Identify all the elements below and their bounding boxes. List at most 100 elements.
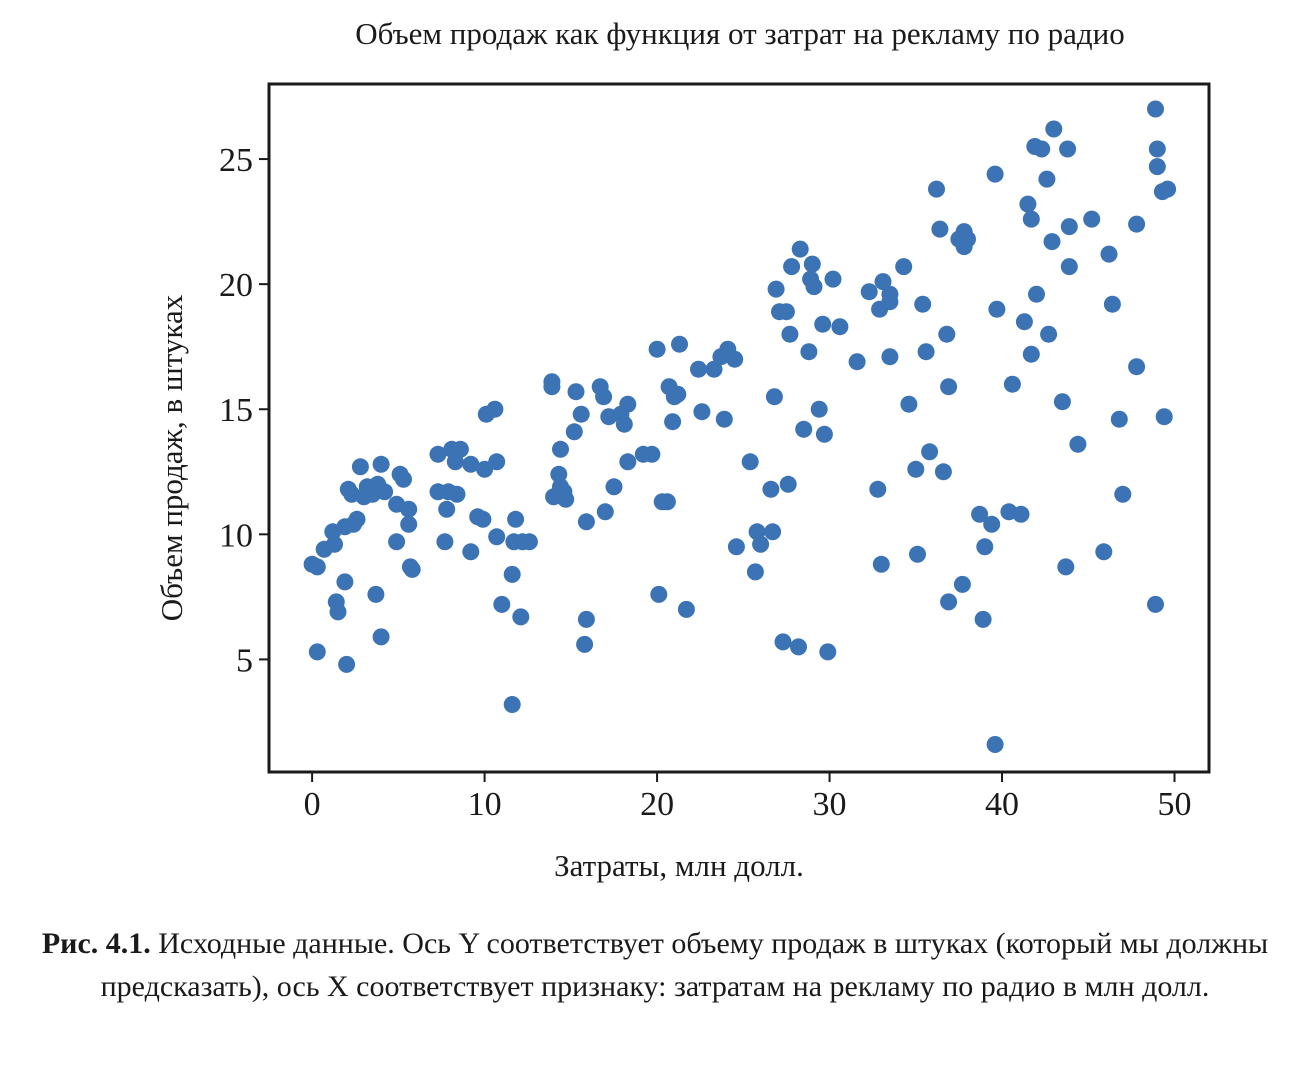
- data-point: [986, 736, 1004, 753]
- data-point: [348, 510, 366, 528]
- data-point: [983, 515, 1001, 533]
- data-point: [1148, 140, 1166, 158]
- data-point: [605, 478, 623, 496]
- data-point: [917, 343, 935, 361]
- data-point: [565, 423, 583, 441]
- data-point: [550, 465, 568, 483]
- data-point: [400, 515, 418, 533]
- data-point: [388, 533, 406, 551]
- data-point: [576, 635, 594, 653]
- data-point: [462, 455, 480, 473]
- data-point: [403, 560, 421, 578]
- caption-label: Рис. 4.1.: [41, 927, 151, 960]
- data-point: [872, 555, 890, 573]
- data-point: [783, 258, 801, 276]
- data-point: [715, 410, 733, 428]
- data-point: [895, 258, 913, 276]
- data-point: [1128, 215, 1146, 233]
- data-point: [741, 453, 759, 471]
- data-point: [938, 325, 956, 343]
- data-point: [1059, 140, 1077, 158]
- x-tick-label: 50: [1158, 786, 1192, 823]
- data-point: [746, 563, 764, 581]
- data-point: [448, 485, 466, 503]
- data-point: [648, 340, 666, 358]
- data-point: [791, 240, 809, 258]
- data-point: [462, 543, 480, 561]
- data-point: [764, 523, 782, 541]
- data-point: [543, 378, 561, 396]
- data-point: [1110, 410, 1128, 428]
- data-point: [658, 493, 676, 511]
- data-point: [974, 610, 992, 628]
- y-tick-label: 15: [219, 392, 253, 429]
- axis-ticks: 0 10 20 30 40 50 5 10 15 20 25: [219, 142, 1192, 823]
- figure-caption: Рис. 4.1. Исходные данные. Ось Y соответ…: [40, 922, 1270, 1008]
- data-point: [1019, 195, 1037, 213]
- data-point: [577, 610, 595, 628]
- x-tick-label: 10: [468, 786, 502, 823]
- data-point: [988, 300, 1006, 318]
- data-point: [819, 643, 837, 661]
- data-point: [552, 440, 569, 458]
- data-point: [959, 230, 976, 248]
- data-point: [1028, 285, 1045, 303]
- x-axis-label: Затраты, млн долл.: [554, 848, 804, 883]
- data-point: [1033, 140, 1051, 158]
- data-point: [693, 403, 711, 421]
- data-point: [940, 378, 958, 396]
- data-point: [752, 535, 770, 553]
- data-point: [351, 458, 369, 476]
- data-point: [643, 445, 661, 463]
- data-point: [928, 180, 945, 198]
- data-point: [726, 350, 744, 368]
- y-axis-label: Объем продаж, в штуках: [154, 294, 189, 621]
- data-point: [1012, 505, 1030, 523]
- data-point: [677, 600, 695, 618]
- data-point: [308, 643, 326, 661]
- data-point: [493, 595, 511, 613]
- y-tick-label: 5: [236, 642, 253, 679]
- plot-frame: [267, 82, 1211, 774]
- data-point: [488, 453, 506, 471]
- data-point: [767, 280, 785, 298]
- data-point: [619, 395, 637, 413]
- data-point: [486, 400, 504, 418]
- data-point: [664, 413, 682, 431]
- data-point: [503, 696, 521, 713]
- data-point: [824, 270, 842, 288]
- data-point: [810, 400, 828, 418]
- data-point: [848, 353, 866, 371]
- data-point: [1045, 120, 1063, 138]
- data-point: [907, 460, 925, 478]
- data-point: [338, 655, 356, 673]
- data-point: [619, 453, 637, 471]
- data-point: [909, 545, 926, 563]
- data-point: [976, 538, 994, 556]
- data-point: [615, 415, 633, 433]
- data-point: [815, 425, 833, 443]
- data-point: [488, 528, 506, 546]
- data-point: [831, 318, 849, 336]
- data-point: [474, 510, 492, 528]
- y-tick-label: 25: [219, 142, 253, 179]
- data-point: [429, 445, 447, 463]
- data-point: [451, 440, 469, 458]
- data-point: [1128, 358, 1146, 376]
- data-point: [438, 500, 456, 518]
- data-point: [940, 593, 958, 611]
- data-point: [1038, 170, 1056, 188]
- data-point: [874, 273, 892, 291]
- data-point: [326, 535, 343, 553]
- data-point: [671, 335, 688, 353]
- data-points: [303, 100, 1177, 753]
- data-point: [921, 443, 939, 461]
- data-point: [795, 420, 813, 438]
- data-point: [595, 388, 613, 406]
- data-point: [520, 533, 538, 551]
- data-point: [779, 475, 797, 493]
- data-point: [336, 573, 354, 591]
- x-tick-label: 30: [813, 786, 847, 823]
- data-point: [596, 503, 614, 521]
- data-point: [567, 383, 585, 401]
